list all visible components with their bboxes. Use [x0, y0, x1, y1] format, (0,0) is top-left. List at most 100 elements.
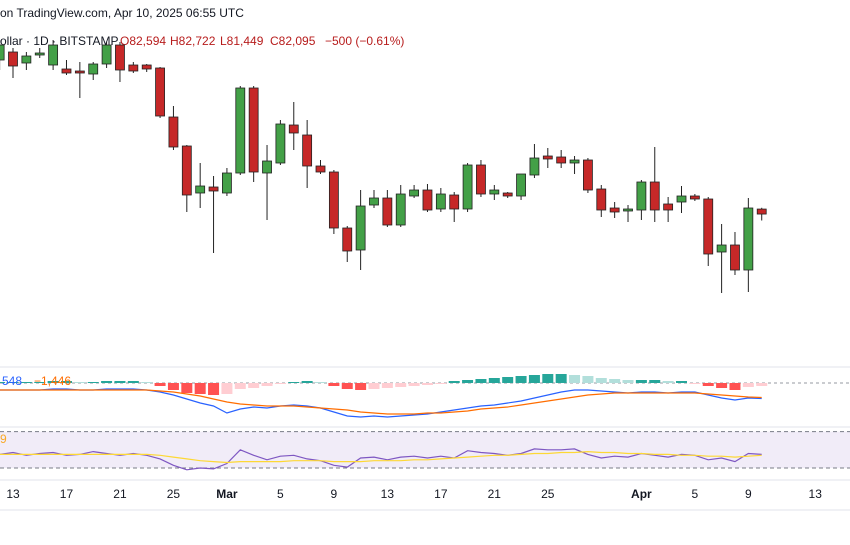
candle-body: [355, 205, 366, 251]
histogram-bar: [542, 374, 554, 383]
x-tick-label: 25: [167, 487, 181, 501]
candle-body: [502, 192, 513, 197]
candle-body: [663, 203, 674, 211]
histogram-bar: [448, 381, 460, 383]
x-tick-label: 13: [809, 487, 823, 501]
candle-body: [395, 193, 406, 226]
histogram-bar: [7, 382, 19, 383]
candle-body: [409, 189, 420, 197]
candle-body: [716, 244, 727, 253]
histogram-bar: [208, 383, 220, 395]
candle-body: [756, 208, 767, 215]
candle-body: [88, 63, 99, 75]
candle-body: [208, 186, 219, 192]
x-tick-label: 21: [113, 487, 127, 501]
candle-body: [315, 165, 326, 173]
histogram-bar: [488, 378, 500, 383]
candle-body: [596, 188, 607, 211]
histogram-bar: [635, 380, 647, 383]
candle-body: [168, 116, 179, 148]
candle-body: [48, 44, 59, 66]
histogram-bar: [702, 383, 714, 386]
candle-body: [516, 173, 526, 197]
candle-body: [435, 193, 446, 210]
histogram-bar: [381, 383, 393, 388]
histogram-bar: [689, 383, 701, 384]
x-tick-label: 13: [381, 487, 395, 501]
candle-body: [609, 207, 620, 213]
x-tick-label: 21: [488, 487, 502, 501]
histogram-bar: [595, 378, 607, 383]
histogram-bar: [756, 383, 768, 386]
candle-body: [74, 70, 85, 74]
candle-body: [649, 181, 660, 211]
high-label: H82,722: [170, 34, 216, 48]
candle-body: [422, 189, 433, 211]
histogram-bar: [462, 380, 474, 383]
candle-body: [569, 159, 580, 164]
histogram-bar: [528, 375, 540, 383]
candle-body: [676, 195, 687, 203]
rsi-band: [0, 431, 850, 468]
symbol: ollar · 1D · BITSTAMP: [0, 34, 118, 48]
candle-body: [743, 207, 754, 271]
histogram-bar: [301, 381, 313, 383]
candle-body: [636, 181, 647, 211]
candle-body: [61, 68, 72, 74]
candle-body: [542, 155, 553, 160]
histogram-bar: [395, 383, 407, 387]
candle-body: [476, 164, 486, 195]
candle-body: [529, 157, 540, 176]
candle-body: [556, 156, 567, 164]
histogram-bar: [288, 382, 300, 383]
histogram-bar: [261, 383, 273, 386]
histogram-bar: [662, 381, 674, 383]
histogram-bar: [502, 377, 514, 383]
histogram-bar: [475, 379, 487, 383]
source-line: on TradingView.com, Apr 10, 2025 06:55 U…: [0, 6, 244, 20]
candle-body: [730, 244, 740, 271]
candle-body: [195, 185, 206, 194]
histogram-bar: [60, 381, 72, 383]
x-tick-label: 5: [277, 487, 284, 501]
histogram-bar: [341, 383, 353, 389]
candle-body: [262, 160, 272, 174]
change-label: −500 (−0.61%): [325, 34, 404, 48]
x-tick-label: Apr: [631, 487, 652, 501]
candle-body: [449, 194, 460, 210]
x-tick-label: 25: [541, 487, 555, 501]
indicator-line: [0, 450, 762, 464]
candle-body: [181, 145, 192, 196]
candle-body: [489, 189, 500, 195]
histogram-bar: [328, 383, 340, 386]
histogram-bar: [649, 380, 661, 383]
candle-body: [462, 164, 473, 210]
histogram-bar: [676, 381, 687, 383]
histogram-bar: [127, 381, 139, 383]
candle-body: [0, 44, 5, 61]
histogram-bar: [742, 383, 754, 387]
histogram-bar: [582, 376, 594, 383]
histogram-bar: [101, 381, 113, 383]
candle-body: [703, 198, 714, 255]
histogram-bar: [355, 383, 367, 390]
x-tick-label: 9: [745, 487, 752, 501]
candle-body: [248, 87, 259, 173]
histogram-bar: [234, 383, 246, 389]
candle-body: [8, 51, 18, 67]
candle-body: [583, 159, 593, 191]
histogram-bar: [34, 382, 46, 383]
histogram-bar: [114, 381, 126, 383]
close-label: C82,095: [270, 34, 316, 48]
histogram-bar: [421, 383, 433, 385]
histogram-bar: [729, 383, 741, 390]
x-tick-label: Mar: [216, 487, 238, 501]
x-tick-label: 17: [60, 487, 74, 501]
candle-body: [115, 44, 125, 71]
histogram-bar: [274, 383, 286, 384]
candle-body: [342, 227, 353, 252]
histogram-bar: [0, 382, 6, 383]
histogram-bar: [167, 383, 179, 390]
candle-body: [128, 64, 139, 72]
